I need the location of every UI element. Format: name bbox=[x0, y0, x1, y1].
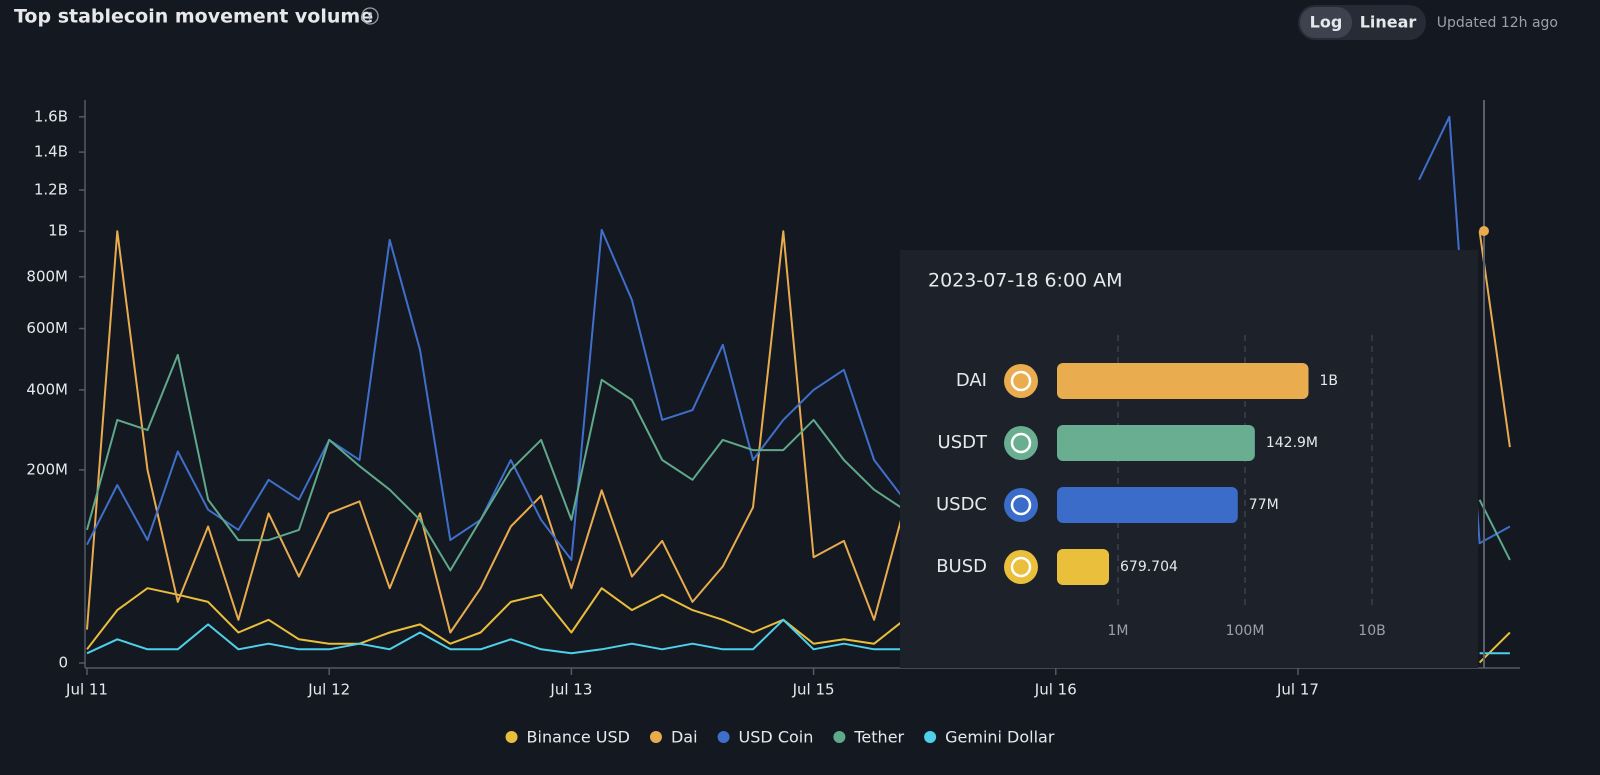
tooltip-value-label: 77M bbox=[1249, 497, 1279, 513]
coin-icon-ring bbox=[1010, 494, 1032, 516]
legend-dot bbox=[649, 731, 662, 743]
tooltip-label: USDC bbox=[936, 494, 987, 515]
tooltip-tick-label: 100M bbox=[1226, 623, 1265, 639]
legend: Binance USD Dai USD Coin Tether Gemini Dolla… bbox=[505, 728, 1055, 747]
tooltip-bar bbox=[1057, 487, 1238, 523]
tooltip-value-label: 1B bbox=[1320, 373, 1339, 389]
y-tick-label: 1.6B bbox=[34, 107, 68, 125]
legend-dot bbox=[924, 731, 937, 743]
coin-icon bbox=[1004, 550, 1038, 584]
hover-dot bbox=[1479, 226, 1489, 236]
legend-dot bbox=[717, 731, 730, 743]
help-icon-text: ? bbox=[367, 10, 373, 23]
legend-label: Dai bbox=[671, 728, 698, 747]
coin-icon bbox=[1004, 364, 1038, 398]
coin-icon-ring bbox=[1010, 556, 1032, 578]
tooltip-title: 2023-07-18 6:00 AM bbox=[928, 270, 1123, 292]
coin-icon-ring bbox=[1010, 432, 1032, 454]
legend-label: Tether bbox=[853, 728, 904, 747]
legend-label: Binance USD bbox=[527, 728, 630, 747]
legend-label: Gemini Dollar bbox=[945, 728, 1055, 747]
tooltip-label: DAI bbox=[956, 370, 987, 391]
button-active-bg bbox=[1300, 7, 1352, 38]
y-tick-label: 1.4B bbox=[34, 143, 68, 161]
scale-button[interactable]: Linear bbox=[1360, 13, 1417, 32]
buttons: Log Linear bbox=[1300, 7, 1416, 38]
tooltip-tick-label: 1M bbox=[1108, 623, 1129, 639]
tooltip-value-label: 142.9M bbox=[1266, 435, 1318, 451]
y-tick-label: 800M bbox=[26, 267, 68, 285]
tooltip-bar bbox=[1057, 425, 1255, 461]
tooltip-label: BUSD bbox=[936, 556, 987, 577]
help-icon[interactable] bbox=[361, 7, 379, 25]
tooltip-label: USDT bbox=[938, 432, 988, 453]
tooltip: 2023-07-18 6:00 AM 1M 100M 10B DAI 1B USDT 142… bbox=[900, 250, 1478, 668]
coin-icon bbox=[1004, 426, 1038, 460]
tooltip-tick-label: 10B bbox=[1358, 623, 1385, 639]
tooltip-bar bbox=[1057, 363, 1309, 399]
legend-label: USD Coin bbox=[739, 728, 814, 747]
page-title: Top stablecoin movement volume bbox=[14, 6, 373, 28]
tooltip-value-label: 679.704 bbox=[1120, 559, 1178, 575]
y-tick-label: 1.2B bbox=[34, 180, 68, 198]
y-tick-label: 0 bbox=[58, 654, 68, 672]
x-tick-label: Jul 11 bbox=[65, 681, 108, 699]
legend-dot bbox=[833, 731, 846, 743]
updated-text: Updated 12h ago bbox=[1437, 15, 1558, 31]
tooltip-bar bbox=[1057, 549, 1109, 585]
x-tick-label: Jul 12 bbox=[307, 681, 350, 699]
x-tick-label: Jul 16 bbox=[1034, 681, 1077, 699]
coin-icon-ring bbox=[1010, 370, 1032, 392]
scale-button[interactable]: Log bbox=[1310, 13, 1343, 32]
y-tick-label: 400M bbox=[26, 380, 68, 398]
x-tick-label: Jul 15 bbox=[792, 681, 835, 699]
legend-dot bbox=[505, 731, 518, 743]
x-tick-label: Jul 13 bbox=[549, 681, 592, 699]
y-tick-label: 1B bbox=[48, 222, 68, 240]
coin-icon bbox=[1004, 488, 1038, 522]
y-tick-label: 200M bbox=[26, 460, 68, 478]
x-tick-label: Jul 17 bbox=[1276, 681, 1319, 699]
y-tick-label: 600M bbox=[26, 319, 68, 337]
